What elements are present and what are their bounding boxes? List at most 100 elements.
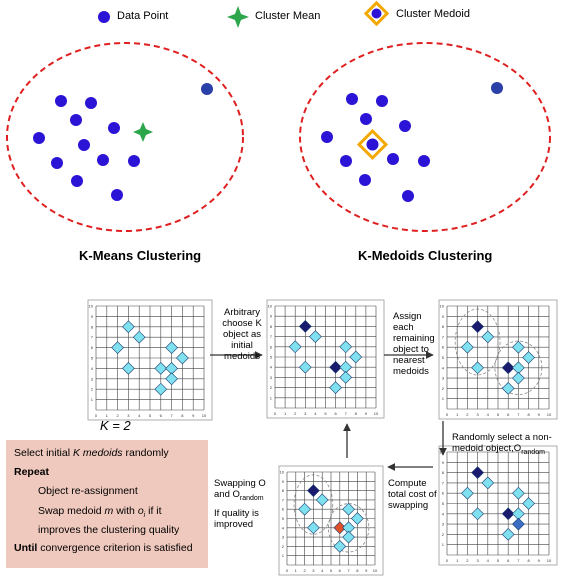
x-tick-label: 2 xyxy=(466,412,469,417)
legend-cluster-medoid-icon xyxy=(363,0,390,27)
algo-line-until: Until convergence criterion is satisfied xyxy=(14,542,193,555)
step1-line: choose K xyxy=(222,318,262,329)
x-tick-label: 5 xyxy=(324,411,327,416)
data-point-diamond xyxy=(512,361,525,375)
data-point-diamond xyxy=(154,362,168,375)
step2-line: nearest xyxy=(393,355,425,366)
data-point-diamond xyxy=(512,507,525,521)
x-tick-label: 2 xyxy=(466,558,469,563)
y-tick-label: 10 xyxy=(268,304,273,309)
x-tick-label: 9 xyxy=(538,558,541,563)
data-point-diamond xyxy=(339,340,353,354)
data-point-diamond xyxy=(111,341,124,354)
data-point-diamond xyxy=(522,497,535,510)
k-value-label: K = 2 xyxy=(100,418,131,433)
x-tick-label: 4 xyxy=(487,412,490,417)
x-tick-label: 1 xyxy=(456,558,459,563)
legend-cluster-mean-icon xyxy=(227,6,249,28)
y-tick-label: 1 xyxy=(442,542,445,547)
x-tick-label: 6 xyxy=(160,413,163,418)
data-point-diamond xyxy=(512,371,525,385)
kmeans-title: K-Means Clustering xyxy=(79,248,202,263)
data-point-diamond xyxy=(349,350,363,364)
data-point-diamond xyxy=(471,361,484,375)
x-tick-label: 6 xyxy=(507,558,510,563)
step2-line: Assign xyxy=(393,311,422,322)
y-tick-label: 5 xyxy=(282,516,285,521)
x-tick-label: 1 xyxy=(295,568,298,573)
x-tick-label: 4 xyxy=(314,411,317,416)
y-tick-label: 9 xyxy=(442,460,445,465)
cluster-outline xyxy=(293,474,334,535)
x-tick-label: 8 xyxy=(356,568,359,573)
legend-data-point-label: Data Point xyxy=(117,10,169,22)
y-tick-label: 8 xyxy=(442,470,445,475)
data-point-diamond xyxy=(329,381,342,394)
data-point-diamond xyxy=(307,521,320,535)
kmedoids-points xyxy=(321,82,503,202)
x-tick-label: 9 xyxy=(365,411,368,416)
y-tick-label: 2 xyxy=(91,387,94,392)
data-point-diamond xyxy=(298,320,312,333)
algo-line-swap-2: improves the clustering quality xyxy=(38,524,180,537)
x-tick-label: 6 xyxy=(339,568,342,573)
x-tick-label: 3 xyxy=(476,412,479,417)
data-point-diamond xyxy=(342,502,355,516)
y-tick-label: 9 xyxy=(91,314,94,319)
y-tick-label: 2 xyxy=(282,544,285,549)
data-point-diamond xyxy=(309,330,322,343)
legend-cluster-medoid-label: Cluster Medoid xyxy=(396,8,470,20)
data-point-diamond xyxy=(176,351,189,365)
x-tick-label: 10 xyxy=(373,568,378,573)
cluster-outline xyxy=(327,503,370,553)
y-tick-label: 9 xyxy=(270,314,273,319)
x-tick-label: 4 xyxy=(487,558,490,563)
algo-line-reassign: Object re-assignment xyxy=(38,485,138,497)
x-tick-label: 7 xyxy=(517,412,520,417)
data-point-diamond xyxy=(501,528,515,541)
grid-assigned-clusters: 0 1 2 3 4 5 6 7 8 9 10 1 2 3 4 5 6 7 8 9 10 xyxy=(438,299,558,420)
data-point-diamond xyxy=(333,521,347,535)
y-tick-label: 8 xyxy=(282,488,285,493)
x-tick-label: 8 xyxy=(355,411,358,416)
kmeans-cluster-mean-icon xyxy=(133,122,153,142)
step5-line: Swapping O xyxy=(214,478,266,489)
x-tick-label: 10 xyxy=(374,411,379,416)
algorithm-box: Select initial K medoids randomly Repeat… xyxy=(6,440,208,568)
kmeans-cluster-ellipse xyxy=(6,42,244,232)
y-tick-label: 8 xyxy=(91,324,94,329)
data-point-diamond xyxy=(315,493,329,507)
data-point-diamond xyxy=(471,466,484,479)
y-tick-label: 7 xyxy=(91,335,94,340)
step4-line: total cost of xyxy=(388,489,437,500)
y-tick-label: 1 xyxy=(282,553,285,558)
data-point-diamond xyxy=(165,341,178,354)
step4-line: swapping xyxy=(388,500,429,511)
data-point-diamond xyxy=(501,507,515,521)
legend-cluster-mean-label: Cluster Mean xyxy=(255,10,321,22)
y-tick-label: 3 xyxy=(442,522,445,527)
grid-compute-cost: 0 1 2 3 4 5 6 7 8 9 10 1 2 3 4 5 6 7 8 9 10 xyxy=(438,445,558,566)
data-point-diamond xyxy=(122,362,135,375)
y-tick-label: 6 xyxy=(442,345,445,350)
x-tick-label: 8 xyxy=(527,412,530,417)
data-point-diamond xyxy=(522,351,535,364)
x-tick-label: 8 xyxy=(181,413,184,418)
step4-line: Compute xyxy=(388,478,427,489)
x-tick-label: 3 xyxy=(312,568,315,573)
y-tick-label: 3 xyxy=(91,376,94,381)
k-value-text: K = 2 xyxy=(100,418,131,433)
step2-line: medoids xyxy=(393,366,429,377)
y-tick-label: 5 xyxy=(442,501,445,506)
x-tick-label: 6 xyxy=(334,411,337,416)
kmedoids-medoid-icon xyxy=(356,128,389,161)
y-tick-label: 5 xyxy=(91,356,94,361)
x-tick-label: 1 xyxy=(106,413,109,418)
grid-initial-data: 0 1 2 3 4 5 6 7 8 9 10 1 2 3 4 5 6 7 8 9 10 xyxy=(87,299,213,421)
step1-label: Arbitrary choose K object as initial med… xyxy=(220,307,264,362)
y-tick-label: 9 xyxy=(442,314,445,319)
data-point-diamond xyxy=(342,530,355,544)
x-tick-label: 7 xyxy=(345,411,348,416)
